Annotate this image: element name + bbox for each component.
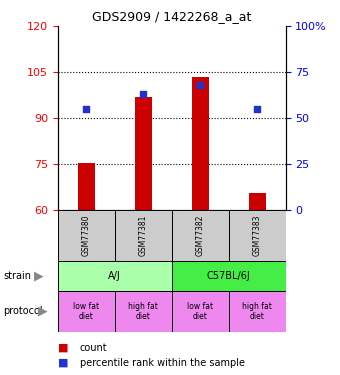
Bar bbox=[58, 261, 172, 291]
Text: GDS2909 / 1422268_a_at: GDS2909 / 1422268_a_at bbox=[92, 10, 251, 23]
Text: GSM77381: GSM77381 bbox=[139, 214, 148, 256]
Bar bbox=[249, 193, 266, 210]
Bar bbox=[135, 97, 152, 210]
Bar bbox=[192, 77, 209, 210]
Text: GSM77383: GSM77383 bbox=[253, 214, 261, 256]
Text: percentile rank within the sample: percentile rank within the sample bbox=[80, 358, 245, 368]
Text: low fat
diet: low fat diet bbox=[73, 302, 99, 321]
Text: C57BL/6J: C57BL/6J bbox=[207, 271, 251, 280]
Bar bbox=[78, 162, 95, 210]
Point bbox=[140, 91, 146, 97]
Bar bbox=[115, 210, 172, 261]
Text: protocol: protocol bbox=[3, 306, 43, 316]
Bar bbox=[172, 210, 229, 261]
Text: high fat
diet: high fat diet bbox=[128, 302, 158, 321]
Bar bbox=[172, 291, 229, 332]
Text: ■: ■ bbox=[58, 358, 68, 368]
Text: GSM77382: GSM77382 bbox=[196, 214, 205, 256]
Point bbox=[254, 106, 260, 112]
Bar bbox=[115, 291, 172, 332]
Text: low fat
diet: low fat diet bbox=[187, 302, 213, 321]
Text: strain: strain bbox=[3, 271, 31, 280]
Point bbox=[198, 82, 203, 88]
Text: ▶: ▶ bbox=[34, 269, 44, 282]
Bar bbox=[58, 210, 115, 261]
Text: ▶: ▶ bbox=[38, 305, 47, 318]
Point bbox=[84, 106, 89, 112]
Text: A/J: A/J bbox=[108, 271, 121, 280]
Bar bbox=[229, 210, 286, 261]
Text: count: count bbox=[80, 343, 107, 353]
Text: GSM77380: GSM77380 bbox=[82, 214, 91, 256]
Bar bbox=[58, 291, 115, 332]
Bar bbox=[172, 261, 286, 291]
Bar bbox=[229, 291, 286, 332]
Text: high fat
diet: high fat diet bbox=[242, 302, 272, 321]
Text: ■: ■ bbox=[58, 343, 68, 353]
